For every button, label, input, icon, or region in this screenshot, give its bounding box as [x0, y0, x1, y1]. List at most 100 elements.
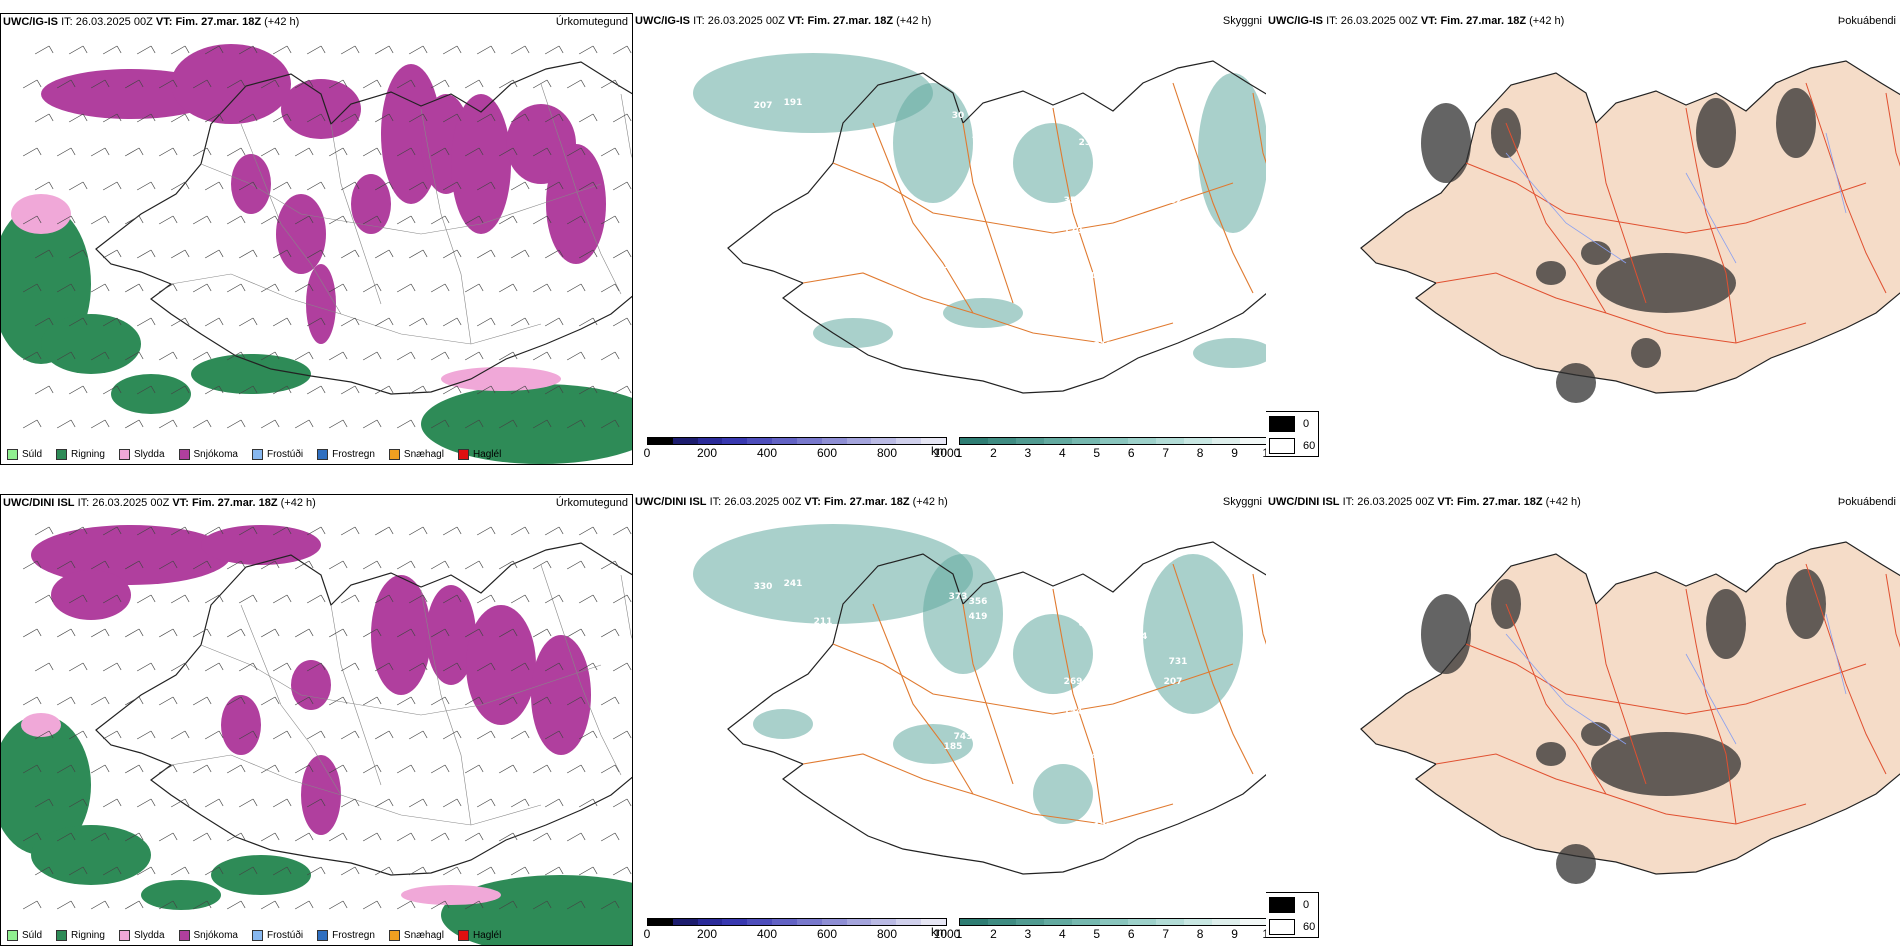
cloudbase-value: 210 — [1109, 767, 1128, 777]
legend-item: Súld — [7, 930, 42, 941]
legend-label: Frostregn — [332, 449, 375, 460]
cloudbase-value: 298 — [759, 837, 778, 847]
legend-label: Snjókoma — [193, 449, 238, 460]
fog-index-map — [1360, 60, 1900, 403]
cloudbase-value: 211 — [814, 617, 833, 627]
wind-barbs — [22, 526, 632, 910]
cloudbase-value: 366 — [1174, 732, 1193, 742]
colorbar-unit: km — [931, 925, 947, 939]
colorbar-tick: 1 — [955, 927, 963, 941]
fog-legend-label: 60 — [1303, 921, 1316, 933]
cloudbase-value: 358 — [1094, 156, 1113, 166]
fog-legend-item: 0 — [1269, 416, 1309, 432]
panel-title: Skyggni — [1222, 15, 1262, 27]
fog-index-map — [1360, 541, 1900, 884]
colorbar-tick: 5 — [1093, 446, 1101, 460]
legend-swatch — [251, 930, 263, 941]
cloudbase-value: 163 — [944, 261, 963, 271]
cloudbase-value: 303 — [1044, 266, 1063, 276]
cloudbase-value: 354 — [1064, 196, 1083, 206]
legend-swatch — [7, 930, 18, 941]
visibility-colorbar: 1 2 3 4 5 6 7 8 9 10 km — [931, 437, 1266, 460]
coastline — [1360, 541, 1900, 875]
cloudbase-value: 382 — [1119, 609, 1138, 619]
legend-item: Snæhagl — [388, 449, 444, 460]
cloudbase-value: 159 — [794, 171, 813, 181]
legend-label: Haglél — [472, 449, 502, 460]
cloudbase-value: 456 — [1034, 727, 1053, 737]
precip-type-panel-row1: UWC/IG-IS IT: 26.03.2025 00Z VT: Fim. 27… — [0, 13, 633, 465]
legend-swatch — [56, 930, 68, 941]
cloudbase-value: 294 — [1129, 632, 1148, 642]
cloudbase-value: 154 — [1064, 707, 1083, 717]
legend-swatch — [118, 930, 130, 941]
cloudbase-value: 10 — [957, 251, 970, 261]
colorbar-tick: 1 — [955, 446, 963, 460]
cloudbase-value: 232 — [1164, 196, 1183, 206]
colorbar-tick: 7 — [1162, 927, 1169, 941]
colorbar-tick: 600 — [816, 927, 838, 941]
fog-legend-label: 60 — [1303, 440, 1316, 452]
legend-swatch — [251, 449, 263, 460]
colorbar-tick: 200 — [696, 927, 718, 941]
coastline — [727, 60, 1266, 394]
cloudbase-value: 268 — [1119, 128, 1138, 138]
colorbar-tick: 800 — [876, 927, 898, 941]
colorbar-tick: 6 — [1127, 927, 1135, 941]
cloudbase-value: 616 — [1099, 124, 1118, 134]
coastline — [95, 542, 632, 876]
legend-swatch — [457, 930, 469, 941]
panel-header: UWC/DINI ISL IT: 26.03.2025 00Z VT: Fim.… — [635, 496, 948, 508]
cloudbase-value: 187 — [1204, 261, 1223, 271]
colorbar-unit: km — [931, 444, 947, 458]
panel-header: UWC/IG-IS IT: 26.03.2025 00Z VT: Fim. 27… — [635, 15, 932, 27]
cloudbase-value: 140 — [1024, 592, 1043, 602]
colorbar-tick: 200 — [696, 446, 718, 460]
cloudbase-value: 213 — [989, 186, 1008, 196]
fog-panel-row1: UWC/IG-IS IT: 26.03.2025 00Z VT: Fim. 27… — [1266, 13, 1900, 465]
colorbar-tick: 10 — [1262, 927, 1266, 941]
colorbar-tick: 5 — [1093, 927, 1101, 941]
cloudbase-value: 19 — [957, 386, 970, 396]
cloudbase-value: 173 — [1109, 682, 1128, 692]
legend-swatch — [7, 449, 18, 460]
cloudbase-value: 497 — [1069, 121, 1088, 131]
cloudbase-colorbar: 02004006008001000m — [633, 437, 960, 460]
legend-swatch — [317, 930, 329, 941]
legend-item: Frostúði — [251, 930, 303, 941]
cloudbase-value: 106 — [874, 767, 893, 777]
colorbar-tick: 3 — [1024, 446, 1032, 460]
cloudbase-value: 831 — [1079, 619, 1098, 629]
cloudbase-value: 30 — [952, 111, 965, 121]
precip-legend: Súld Rigning Slydda Snjókoma Frostúði Frostre… — [7, 930, 501, 941]
colorbar-ramp — [959, 918, 1266, 926]
cloudbase-value: 125 — [1169, 176, 1188, 186]
cloudbase-value: 30 — [1027, 111, 1040, 121]
cloudbase-value: 743 — [954, 732, 973, 742]
fog-legend-swatch — [1269, 438, 1295, 454]
cloudbase-value: 176 — [1014, 271, 1033, 281]
legend-swatch — [457, 449, 469, 460]
precip-type-panel-row2: UWC/DINI ISL IT: 26.03.2025 00Z VT: Fim.… — [0, 494, 633, 946]
legend-label: Frostregn — [332, 930, 375, 941]
panel-title: Úrkomutegund — [555, 497, 628, 509]
legend-item: Snjókoma — [178, 449, 238, 460]
colorbar-tick: 8 — [1196, 927, 1204, 941]
colorbar-tick: 0 — [643, 446, 651, 460]
fog-legend-item: 60 — [1269, 919, 1315, 935]
cloudbase-value: 249 — [944, 401, 963, 411]
cloudbase-value: 191 — [784, 98, 803, 108]
colorbar-ramp — [647, 918, 947, 926]
precip-type-map — [1, 525, 632, 945]
legend-item: Snæhagl — [388, 930, 444, 941]
legend-label: Súld — [22, 449, 43, 460]
legend-swatch — [178, 930, 190, 941]
colorbar-tick: 4 — [1058, 446, 1066, 460]
legend-label: Rigning — [71, 930, 105, 941]
colorbar-tick: 2 — [990, 927, 997, 941]
legend-swatch — [388, 930, 400, 941]
fog-legend: 0 60 — [1266, 892, 1319, 938]
cloudbase-value: 203 — [1129, 151, 1148, 161]
